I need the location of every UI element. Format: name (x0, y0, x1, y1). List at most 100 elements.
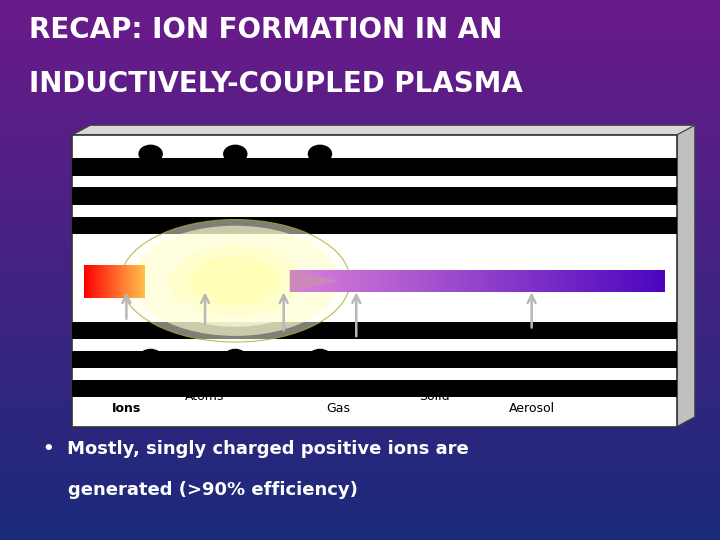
Bar (88, 265, 89, 298)
Bar (0, 310, 720, 315)
Bar (0, 4, 720, 9)
Bar (0, 369, 720, 374)
Bar (0, 207, 720, 212)
Bar (95, 265, 96, 298)
Bar (0, 216, 720, 220)
Text: Aerosol: Aerosol (508, 402, 554, 415)
Bar (96, 265, 97, 298)
Bar (85, 265, 86, 298)
Ellipse shape (149, 235, 322, 327)
Bar (412, 270, 417, 292)
Bar (294, 270, 300, 292)
Bar (0, 31, 720, 36)
Bar (123, 265, 125, 298)
Bar (571, 270, 577, 292)
Bar (299, 270, 305, 292)
Bar (642, 270, 647, 292)
Ellipse shape (120, 220, 350, 342)
Bar (431, 270, 436, 292)
Bar (0, 54, 720, 58)
Bar (0, 144, 720, 148)
Bar (510, 270, 516, 292)
Bar (0, 441, 720, 445)
Bar (369, 270, 375, 292)
Bar (92, 265, 93, 298)
Bar (0, 158, 720, 162)
Bar (0, 409, 720, 414)
Bar (336, 270, 342, 292)
Bar (0, 500, 720, 504)
Bar (0, 261, 720, 266)
Bar (0, 247, 720, 252)
Bar (0, 40, 720, 45)
Bar (0, 279, 720, 284)
Bar (103, 265, 104, 298)
Bar (0, 198, 720, 202)
Bar (402, 270, 408, 292)
Bar (107, 265, 108, 298)
Bar (0, 189, 720, 193)
Bar (0, 459, 720, 463)
Bar (538, 270, 544, 292)
Bar (140, 265, 142, 298)
Bar (0, 472, 720, 477)
Bar (0, 9, 720, 14)
Bar (646, 270, 652, 292)
Text: •  Mostly, singly charged positive ions are: • Mostly, singly charged positive ions a… (43, 440, 469, 458)
Bar (0, 68, 720, 72)
Bar (0, 517, 720, 522)
Bar (0, 23, 720, 27)
Bar (608, 270, 614, 292)
Bar (0, 486, 720, 490)
Bar (102, 265, 103, 298)
Bar (444, 270, 450, 292)
Circle shape (139, 349, 162, 367)
Bar (0, 135, 720, 139)
Bar (133, 265, 135, 298)
Bar (0, 225, 720, 229)
Polygon shape (289, 270, 338, 292)
Bar (0, 526, 720, 531)
Bar (93, 265, 94, 298)
Bar (0, 266, 720, 270)
Bar (0, 234, 720, 239)
Bar (0, 374, 720, 378)
Bar (0, 63, 720, 68)
Bar (487, 270, 492, 292)
Polygon shape (677, 125, 695, 427)
Bar (477, 270, 482, 292)
Bar (0, 202, 720, 207)
Bar (112, 265, 113, 298)
Bar (351, 270, 356, 292)
Bar (0, 396, 720, 401)
Circle shape (224, 349, 247, 367)
Bar (0, 243, 720, 247)
Bar (524, 270, 529, 292)
Bar (115, 265, 117, 298)
Bar (590, 270, 595, 292)
Bar (0, 522, 720, 526)
Bar (289, 270, 295, 292)
Bar (0, 333, 720, 338)
Bar (104, 265, 105, 298)
Bar (0, 0, 720, 4)
Bar (0, 166, 720, 171)
Bar (72, 351, 677, 368)
Bar (86, 265, 87, 298)
Bar (0, 450, 720, 455)
Bar (534, 270, 539, 292)
Bar (595, 270, 600, 292)
Bar (0, 81, 720, 85)
Bar (97, 265, 98, 298)
Bar (0, 176, 720, 180)
Bar (90, 265, 91, 298)
Bar (636, 270, 642, 292)
Bar (308, 270, 314, 292)
Bar (108, 265, 109, 298)
Bar (118, 265, 120, 298)
Bar (449, 270, 454, 292)
Bar (127, 265, 128, 298)
Bar (585, 270, 590, 292)
Bar (0, 414, 720, 418)
Bar (0, 446, 720, 450)
